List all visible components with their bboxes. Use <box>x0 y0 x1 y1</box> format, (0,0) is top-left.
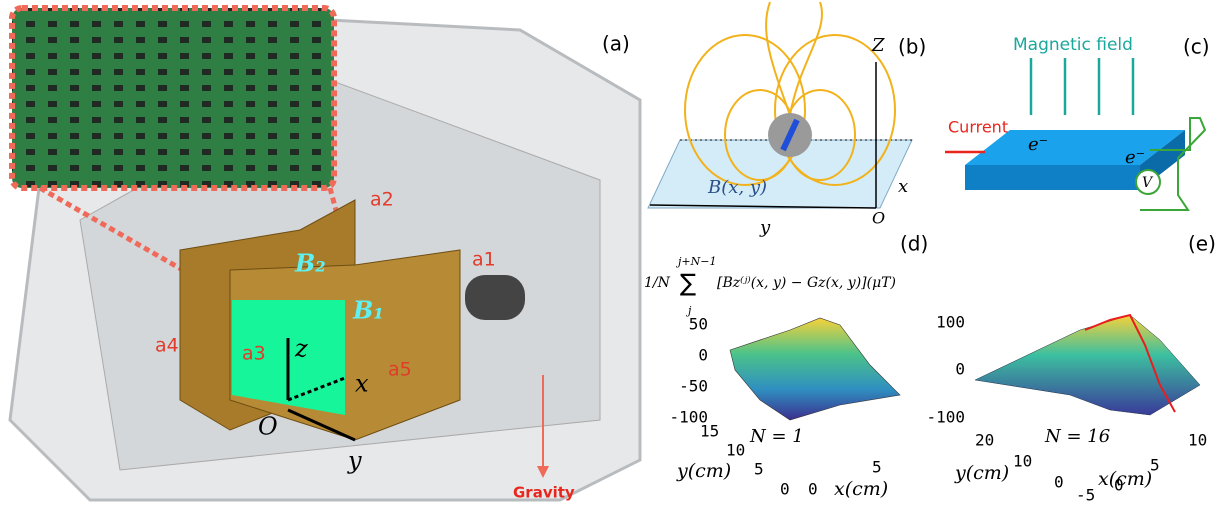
axis-label: x <box>355 370 369 398</box>
field-label: B₁ <box>352 296 384 325</box>
axis-title: y(cm) <box>954 462 1009 484</box>
note: N = 16 <box>1044 426 1110 447</box>
axis-label: O <box>258 413 278 441</box>
axis-title: y(cm) <box>676 460 731 482</box>
panel-label: (c) <box>1183 35 1210 59</box>
z-tick: 0 <box>955 360 965 379</box>
z-tick: 0 <box>698 346 708 365</box>
y-tick: 10 <box>726 441 745 460</box>
part-label: a3 <box>242 343 266 365</box>
z-tick: -50 <box>679 377 708 396</box>
panel-label: (b) <box>898 35 926 59</box>
surface <box>730 318 900 420</box>
field-label: B(x, y) <box>707 177 767 198</box>
axis-label: x <box>898 176 908 197</box>
panel-a: (a) a1 a2 a3 a4 a5 B₂ B₁ z x O y Gravity <box>10 8 640 502</box>
field-label: B₂ <box>294 249 326 278</box>
panel-d: 1/N j+N−1 ∑ j [Bz⁽ʲ⁾(x, y) − Gz(x, y)](μ… <box>644 232 928 501</box>
panel-b: (b) B(x, y) Z x O y <box>648 2 926 238</box>
gravity-label: Gravity <box>513 484 575 502</box>
electron: e⁻ <box>1125 147 1145 168</box>
panel-label: (e) <box>1188 232 1216 256</box>
figure: (a) a1 a2 a3 a4 a5 B₂ B₁ z x O y Gravity… <box>0 0 1216 508</box>
formula: [Bz⁽ʲ⁾(x, y) − Gz(x, y)](μT) <box>717 275 896 291</box>
x-tick: 5 <box>872 458 882 477</box>
pcb-inset <box>12 8 334 188</box>
field-label: Magnetic field <box>1013 35 1133 55</box>
x-tick: 0 <box>808 480 818 499</box>
z-tick: -100 <box>926 408 965 427</box>
y-tick: 15 <box>700 422 719 441</box>
axis-label: y <box>347 447 362 475</box>
part-label: a4 <box>155 335 179 357</box>
z-tick: 100 <box>936 313 965 332</box>
electron: e⁻ <box>1028 134 1048 155</box>
panel-label: (d) <box>900 232 928 256</box>
axis-label: O <box>872 209 885 228</box>
z-tick: 50 <box>689 315 708 334</box>
x-tick: 10 <box>1188 431 1207 450</box>
formula: 1/N <box>644 275 671 291</box>
part-label: a2 <box>370 189 394 211</box>
formula: ∑ <box>680 269 696 297</box>
axis-label: z <box>294 335 308 363</box>
axis-label: Z <box>871 35 885 56</box>
panel-c: (c) Magnetic field Current e⁻ e⁻ V <box>945 35 1210 211</box>
x-tick: -5 <box>1076 486 1095 505</box>
panel-label: (a) <box>602 32 630 56</box>
axis-title: x(cm) <box>834 478 888 500</box>
y-tick: 20 <box>975 431 994 450</box>
note: N = 1 <box>749 426 804 447</box>
y-tick: 5 <box>754 460 764 479</box>
part-label: a1 <box>472 249 496 271</box>
y-tick: 0 <box>1054 473 1064 492</box>
slab-front <box>965 165 1140 190</box>
panel-e: (e) 100 0 -100 20 10 0 -5 0 5 10 y(cm) x… <box>926 232 1215 505</box>
y-tick: 10 <box>1013 452 1032 471</box>
axis-label: y <box>759 217 771 238</box>
formula: j+N−1 <box>675 255 716 268</box>
current-label: Current <box>948 118 1008 137</box>
lens <box>465 275 525 320</box>
field-arrows <box>1031 58 1133 115</box>
axis-title: x(cm) <box>1098 468 1152 490</box>
part-label: a5 <box>388 359 412 381</box>
y-tick: 0 <box>780 480 790 499</box>
